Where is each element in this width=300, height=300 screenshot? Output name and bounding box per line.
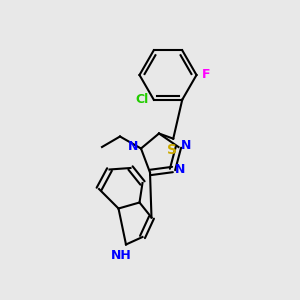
Text: N: N bbox=[128, 140, 139, 154]
Text: Cl: Cl bbox=[135, 93, 148, 106]
Text: N: N bbox=[181, 139, 191, 152]
Text: N: N bbox=[175, 163, 185, 176]
Text: S: S bbox=[167, 143, 177, 157]
Text: F: F bbox=[202, 68, 210, 82]
Text: NH: NH bbox=[111, 249, 132, 262]
